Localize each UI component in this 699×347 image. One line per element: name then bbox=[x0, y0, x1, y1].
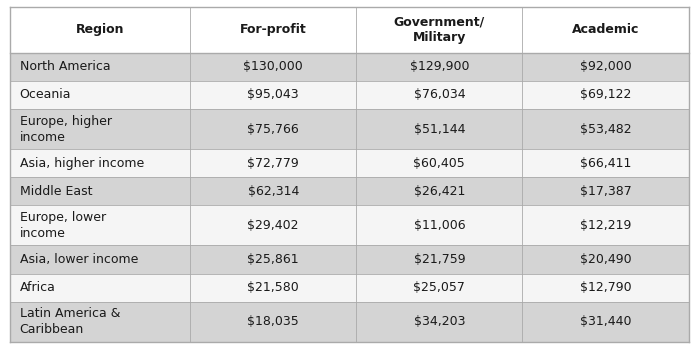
Text: Oceania: Oceania bbox=[20, 88, 71, 101]
Bar bbox=[10, 149, 689, 177]
Text: Europe, lower
income: Europe, lower income bbox=[20, 211, 106, 240]
Text: $76,034: $76,034 bbox=[414, 88, 465, 101]
Text: Africa: Africa bbox=[20, 281, 55, 294]
Bar bbox=[10, 245, 689, 273]
Text: Latin America &
Caribbean: Latin America & Caribbean bbox=[20, 307, 120, 336]
Text: $12,790: $12,790 bbox=[579, 281, 631, 294]
Bar bbox=[10, 302, 689, 342]
Text: $21,580: $21,580 bbox=[247, 281, 299, 294]
Text: $18,035: $18,035 bbox=[247, 315, 299, 328]
Text: $31,440: $31,440 bbox=[579, 315, 631, 328]
Text: $29,402: $29,402 bbox=[247, 219, 299, 232]
Text: $66,411: $66,411 bbox=[579, 157, 631, 170]
Bar bbox=[10, 81, 689, 109]
Text: $12,219: $12,219 bbox=[579, 219, 631, 232]
Bar bbox=[10, 177, 689, 205]
Text: $72,779: $72,779 bbox=[247, 157, 299, 170]
Text: $11,006: $11,006 bbox=[414, 219, 465, 232]
Text: $26,421: $26,421 bbox=[414, 185, 465, 198]
Text: $60,405: $60,405 bbox=[414, 157, 466, 170]
Text: Academic: Academic bbox=[572, 23, 639, 36]
Bar bbox=[10, 109, 689, 149]
Text: $21,759: $21,759 bbox=[414, 253, 465, 266]
Text: North America: North America bbox=[20, 60, 110, 73]
Text: $92,000: $92,000 bbox=[579, 60, 631, 73]
Bar bbox=[10, 7, 689, 53]
Text: $129,900: $129,900 bbox=[410, 60, 469, 73]
Bar bbox=[10, 205, 689, 245]
Text: $130,000: $130,000 bbox=[243, 60, 303, 73]
Text: Government/
Military: Government/ Military bbox=[394, 15, 485, 44]
Text: $62,314: $62,314 bbox=[247, 185, 299, 198]
Text: $20,490: $20,490 bbox=[579, 253, 631, 266]
Bar bbox=[10, 273, 689, 302]
Text: $25,057: $25,057 bbox=[413, 281, 466, 294]
Text: Asia, higher income: Asia, higher income bbox=[20, 157, 144, 170]
Bar bbox=[10, 53, 689, 81]
Text: $34,203: $34,203 bbox=[414, 315, 465, 328]
Text: Europe, higher
income: Europe, higher income bbox=[20, 115, 112, 144]
Text: Asia, lower income: Asia, lower income bbox=[20, 253, 138, 266]
Text: Middle East: Middle East bbox=[20, 185, 92, 198]
Text: $53,482: $53,482 bbox=[579, 122, 631, 136]
Text: Region: Region bbox=[76, 23, 124, 36]
Text: $69,122: $69,122 bbox=[579, 88, 631, 101]
Text: For-profit: For-profit bbox=[240, 23, 307, 36]
Text: $95,043: $95,043 bbox=[247, 88, 299, 101]
Text: $75,766: $75,766 bbox=[247, 122, 299, 136]
Text: $25,861: $25,861 bbox=[247, 253, 299, 266]
Text: $17,387: $17,387 bbox=[579, 185, 631, 198]
Text: $51,144: $51,144 bbox=[414, 122, 465, 136]
